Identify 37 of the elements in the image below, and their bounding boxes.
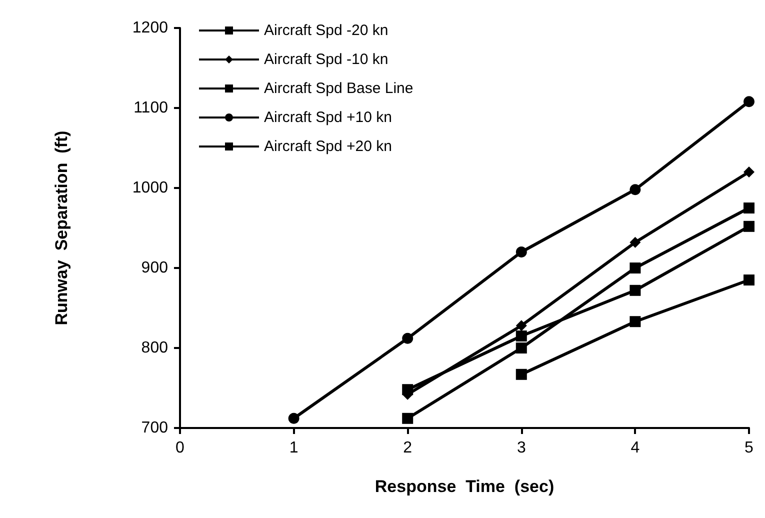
point [744, 274, 754, 286]
point [744, 220, 754, 232]
y-tick-label: 1200 [132, 20, 168, 36]
point [744, 166, 754, 178]
x-tick-label: 1 [289, 440, 298, 456]
point [402, 412, 414, 424]
x-tick-label: 4 [630, 440, 640, 456]
y-tick-label: 700 [141, 420, 168, 436]
x-tick-label: 0 [176, 440, 185, 456]
point [744, 96, 754, 108]
point [630, 184, 641, 196]
y-axis-title: Runway Separation (ft) [52, 130, 71, 326]
point [516, 342, 527, 354]
x-tick-label: 3 [516, 440, 526, 456]
point [630, 236, 641, 248]
legend-label: Aircraft Spd -10 kn [264, 51, 388, 68]
legend-label: Aircraft Spd Base Line [264, 80, 414, 97]
y-tick-label: 900 [141, 260, 168, 276]
point [516, 320, 527, 332]
legend-label: Aircraft Spd -20 kn [264, 22, 388, 39]
point [744, 202, 754, 214]
y-tick-label: 1100 [134, 100, 168, 116]
y-tick-label: 1000 [132, 180, 168, 196]
point [288, 412, 300, 424]
x-tick-label: 5 [744, 440, 754, 456]
x-axis-title: Response Time (sec) [374, 477, 554, 496]
point [630, 316, 641, 328]
point [516, 330, 527, 342]
point [630, 284, 641, 296]
x-tick-label: 2 [403, 440, 412, 456]
legend-label: Aircraft Spd +10 kn [264, 109, 392, 126]
point [630, 262, 641, 274]
point [402, 332, 414, 344]
legend-label: Aircraft Spd +20 kn [264, 138, 392, 155]
point [516, 246, 527, 258]
point [516, 368, 527, 380]
y-tick-label: 800 [141, 340, 168, 356]
